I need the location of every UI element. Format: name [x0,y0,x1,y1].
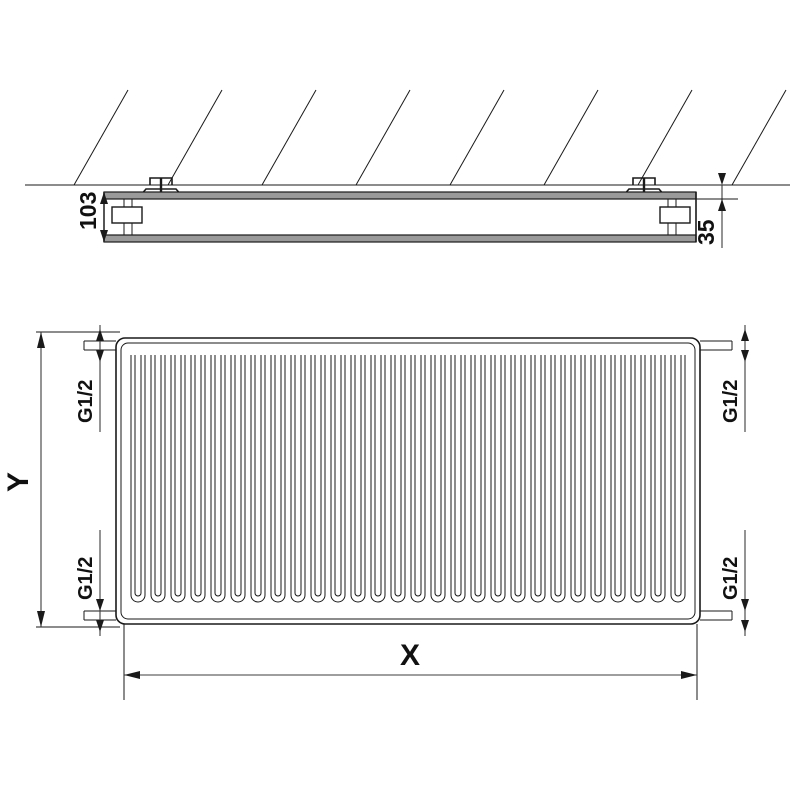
wall-hatching [73,89,787,186]
dimension-label-Y: Y [2,472,35,492]
side-section-view: 103 35 [25,89,790,248]
valve-stub-left [111,206,143,224]
thread-label-top-right: G1/2 [720,380,742,423]
front-elevation-view: G1/2 G1/2 G1/2 G1/2 [2,325,749,700]
radiator-panel-outline [115,337,701,625]
dimension-label-35: 35 [693,219,719,245]
valve-stub-right [659,206,691,224]
radiator-panel-inner-outline [120,342,696,620]
dimension-depth-103: 103 [75,192,108,242]
radiator-fins [130,355,686,603]
dimension-gap-35: 35 [693,173,738,248]
dimension-thread-bottom-right: G1/2 [720,530,749,636]
dimension-height-Y: Y [2,331,120,628]
dimension-thread-bottom-left: G1/2 [75,530,104,636]
radiator-side-profile [103,191,697,243]
dimension-thread-top-left: G1/2 [75,325,104,432]
thread-label-top-left: G1/2 [75,380,97,423]
dimension-label-103: 103 [75,192,101,230]
thread-label-bottom-left: G1/2 [75,557,97,600]
dimension-label-X: X [400,639,420,672]
thread-label-bottom-right: G1/2 [720,557,742,600]
connection-stub-bottom-right [700,610,733,621]
connection-stub-top-right [700,340,733,351]
dimension-width-X: X [123,624,698,700]
dimension-thread-top-right: G1/2 [720,325,749,432]
